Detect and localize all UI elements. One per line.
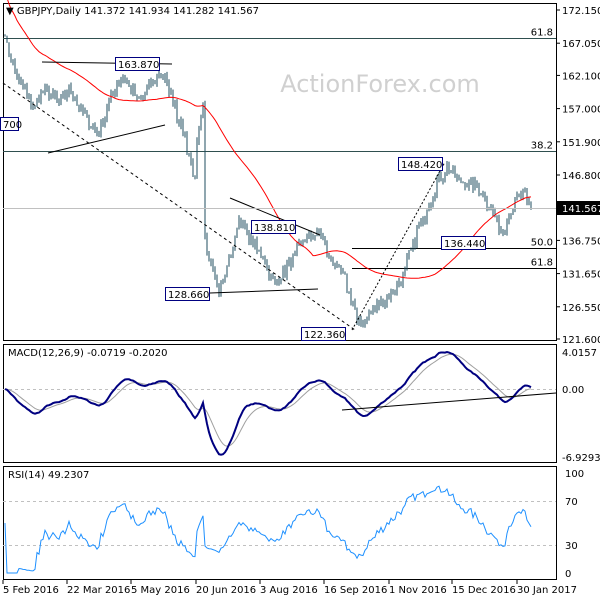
dotted-trendline bbox=[351, 161, 446, 331]
price-label: 700 bbox=[3, 120, 22, 131]
fib-level-label: 61.8 bbox=[531, 28, 553, 39]
rsi-line bbox=[4, 485, 532, 574]
current-price-value: 141.567 bbox=[562, 204, 600, 215]
watermark: ActionForex.com bbox=[280, 70, 480, 98]
current-price-tag bbox=[557, 201, 600, 215]
trendline-bottom bbox=[47, 124, 166, 154]
rsi-tick: 30 bbox=[565, 541, 578, 552]
price-label: 122.360 bbox=[304, 330, 345, 341]
rsi-tick: 70 bbox=[565, 497, 578, 508]
price-tick-label: 146.800 bbox=[562, 171, 600, 182]
triangle-lower bbox=[209, 288, 319, 294]
rsi-tick: 100 bbox=[565, 469, 584, 480]
price-tick-label: 162.100 bbox=[562, 71, 600, 82]
triangle-upper bbox=[229, 197, 321, 236]
dropdown-arrow-icon[interactable]: ▼ bbox=[6, 6, 14, 17]
fib-level-label: 61.8 bbox=[531, 258, 553, 269]
x-tick-label: 15 Dec 2016 bbox=[452, 585, 516, 596]
macd-tick: 0.00 bbox=[562, 385, 584, 396]
chart-header: ▼ GBPJPY,Daily 141.372 141.934 141.282 1… bbox=[6, 6, 259, 17]
macd-line bbox=[4, 350, 532, 456]
price-tick-label: 121.600 bbox=[562, 335, 600, 346]
x-tick-label: 1 Nov 2016 bbox=[389, 585, 447, 596]
macd-tick: -6.9293 bbox=[562, 453, 600, 464]
price-tick-label: 172.150 bbox=[562, 6, 600, 17]
price-label-box bbox=[115, 57, 160, 71]
macd-tick: 4.0157 bbox=[562, 348, 597, 359]
price-label-box bbox=[251, 220, 296, 234]
x-tick-label: 30 Jan 2017 bbox=[517, 585, 577, 596]
price-label-box bbox=[398, 157, 443, 171]
rsi-tick: 0 bbox=[565, 569, 571, 580]
price-tick-label: 131.650 bbox=[562, 270, 600, 281]
price-tick-label: 167.050 bbox=[562, 39, 600, 50]
price-label-box bbox=[441, 236, 486, 250]
moving-average-line bbox=[7, 0, 532, 279]
x-tick-label: 3 Aug 2016 bbox=[260, 585, 318, 596]
x-tick-label: 5 May 2016 bbox=[131, 585, 190, 596]
rsi-panel bbox=[3, 466, 557, 580]
price-label: 136.440 bbox=[444, 239, 485, 250]
price-label-box bbox=[301, 327, 346, 341]
x-tick-label: 5 Feb 2016 bbox=[3, 585, 59, 596]
fib-level-label: 50.0 bbox=[531, 238, 553, 249]
symbol-label: GBPJPY,Daily bbox=[16, 6, 81, 17]
price-tick-label: 157.000 bbox=[562, 105, 600, 116]
macd-panel bbox=[3, 344, 557, 463]
price-tick-label: 136.750 bbox=[562, 236, 600, 247]
price-label-box bbox=[0, 117, 19, 131]
x-tick-label: 20 Jun 2016 bbox=[196, 585, 256, 596]
price-label: 163.870 bbox=[118, 60, 159, 71]
price-label: 148.420 bbox=[401, 160, 442, 171]
price-tick-label: 126.550 bbox=[562, 303, 600, 314]
macd-title: MACD(12,26,9) -0.0719 -0.2020 bbox=[8, 348, 168, 359]
x-tick-label: 22 Mar 2016 bbox=[67, 585, 130, 596]
rsi-title: RSI(14) 49.2307 bbox=[8, 470, 89, 481]
x-tick-label: 16 Sep 2016 bbox=[324, 585, 387, 596]
price-label-box bbox=[165, 287, 210, 301]
macd-signal-line bbox=[4, 353, 532, 447]
price-label: 138.810 bbox=[254, 223, 295, 234]
price-label: 128.660 bbox=[168, 290, 209, 301]
price-panel bbox=[3, 3, 557, 341]
price-tick-label: 151.900 bbox=[562, 138, 600, 149]
fib-level-label: 38.2 bbox=[531, 141, 553, 152]
macd-trendline bbox=[341, 392, 557, 411]
ohlc-values: 141.372 141.934 141.282 141.567 bbox=[84, 6, 260, 17]
